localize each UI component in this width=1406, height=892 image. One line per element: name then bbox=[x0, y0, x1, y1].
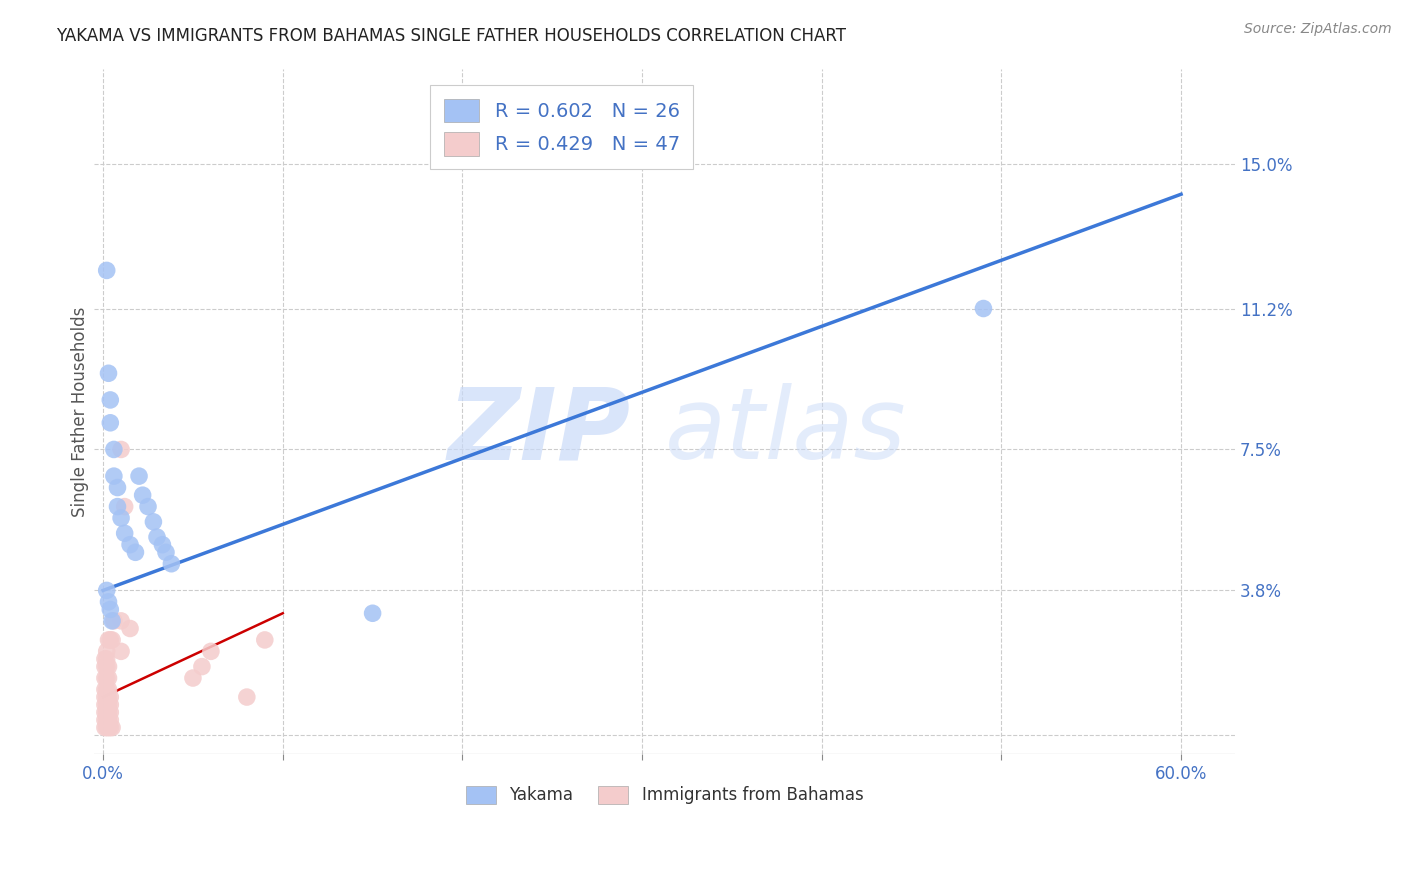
Point bbox=[97, 690, 120, 704]
Point bbox=[94, 682, 117, 697]
Point bbox=[103, 442, 125, 457]
Point bbox=[96, 671, 118, 685]
Point bbox=[107, 481, 129, 495]
Point bbox=[94, 698, 117, 712]
Point bbox=[94, 721, 117, 735]
Point bbox=[98, 602, 121, 616]
Text: Source: ZipAtlas.com: Source: ZipAtlas.com bbox=[1244, 22, 1392, 37]
Point bbox=[107, 500, 129, 514]
Point bbox=[110, 442, 132, 457]
Point bbox=[191, 659, 214, 673]
Point bbox=[152, 538, 174, 552]
Point bbox=[98, 698, 121, 712]
Point bbox=[94, 652, 117, 666]
Point bbox=[97, 721, 120, 735]
Point bbox=[96, 652, 118, 666]
Text: ZIP: ZIP bbox=[447, 384, 630, 481]
Point bbox=[146, 530, 169, 544]
Point bbox=[181, 671, 204, 685]
Point bbox=[142, 515, 165, 529]
Text: atlas: atlas bbox=[665, 384, 907, 481]
Point bbox=[96, 698, 118, 712]
Point bbox=[120, 538, 142, 552]
Point bbox=[124, 545, 146, 559]
Point bbox=[114, 500, 136, 514]
Point bbox=[110, 644, 132, 658]
Point bbox=[101, 632, 124, 647]
Point bbox=[94, 713, 117, 727]
Point bbox=[96, 690, 118, 704]
Y-axis label: Single Father Households: Single Father Households bbox=[72, 306, 89, 516]
Point bbox=[97, 682, 120, 697]
Point bbox=[97, 595, 120, 609]
Point bbox=[94, 671, 117, 685]
Point bbox=[98, 713, 121, 727]
Point bbox=[128, 469, 150, 483]
Point bbox=[97, 713, 120, 727]
Point bbox=[98, 416, 121, 430]
Point bbox=[97, 659, 120, 673]
Point bbox=[96, 659, 118, 673]
Point bbox=[101, 614, 124, 628]
Point bbox=[200, 644, 222, 658]
Point bbox=[98, 690, 121, 704]
Point bbox=[94, 659, 117, 673]
Point bbox=[101, 721, 124, 735]
Point bbox=[96, 721, 118, 735]
Point bbox=[98, 632, 121, 647]
Point bbox=[97, 706, 120, 720]
Point bbox=[94, 690, 117, 704]
Point bbox=[97, 671, 120, 685]
Point bbox=[96, 682, 118, 697]
Point bbox=[160, 557, 183, 571]
Point bbox=[136, 500, 159, 514]
Point bbox=[110, 614, 132, 628]
Legend: Yakama, Immigrants from Bahamas: Yakama, Immigrants from Bahamas bbox=[456, 776, 873, 814]
Point bbox=[96, 263, 118, 277]
Point bbox=[155, 545, 177, 559]
Point bbox=[253, 632, 276, 647]
Point bbox=[103, 469, 125, 483]
Point bbox=[103, 614, 125, 628]
Point bbox=[131, 488, 153, 502]
Point bbox=[97, 366, 120, 380]
Point bbox=[98, 392, 121, 407]
Point bbox=[96, 713, 118, 727]
Point bbox=[98, 706, 121, 720]
Point bbox=[120, 622, 142, 636]
Point bbox=[96, 644, 118, 658]
Text: YAKAMA VS IMMIGRANTS FROM BAHAMAS SINGLE FATHER HOUSEHOLDS CORRELATION CHART: YAKAMA VS IMMIGRANTS FROM BAHAMAS SINGLE… bbox=[56, 27, 846, 45]
Point bbox=[94, 706, 117, 720]
Point bbox=[97, 698, 120, 712]
Point bbox=[96, 706, 118, 720]
Point bbox=[236, 690, 259, 704]
Point bbox=[361, 607, 384, 621]
Point bbox=[972, 301, 994, 316]
Point bbox=[98, 721, 121, 735]
Point bbox=[110, 511, 132, 525]
Point bbox=[114, 526, 136, 541]
Point bbox=[97, 632, 120, 647]
Point bbox=[96, 583, 118, 598]
